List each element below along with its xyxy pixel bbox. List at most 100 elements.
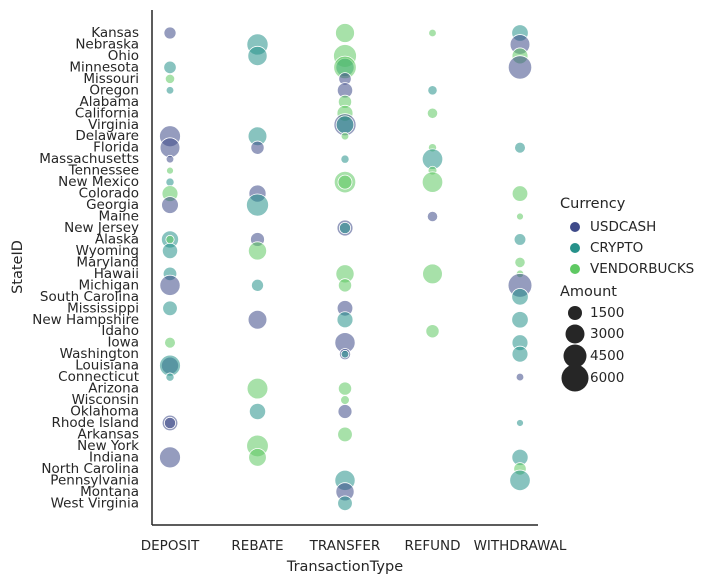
scatter-point bbox=[515, 372, 525, 382]
y-tick-label: Oklahoma bbox=[70, 404, 139, 420]
scatter-point bbox=[159, 137, 181, 158]
y-tick-label: New Hampshire bbox=[32, 312, 139, 328]
y-tick-label: Minnesota bbox=[69, 59, 139, 75]
legend-size-title: Amount bbox=[560, 284, 617, 300]
x-tick-labels: DEPOSIT REBATE TRANSFER REFUND WITHDRAWAL bbox=[141, 538, 567, 554]
y-tick-label: Nebraska bbox=[75, 36, 139, 52]
scatter-point bbox=[422, 263, 443, 285]
scatter-point bbox=[165, 177, 175, 187]
scatter-point bbox=[246, 377, 269, 400]
legend-size-label: 4500 bbox=[590, 348, 624, 364]
legend-size-swatch bbox=[561, 364, 589, 392]
scatter-point bbox=[336, 311, 354, 329]
scatter-point bbox=[166, 166, 174, 175]
legend-items: USDCASH CRYPTO VENDORBUCKS 1500 3000 4500 6000 bbox=[561, 219, 694, 392]
scatter-point bbox=[165, 86, 175, 95]
y-tick-label: Wisconsin bbox=[72, 392, 139, 408]
scatter-point bbox=[511, 311, 529, 329]
scatter-point bbox=[511, 345, 529, 363]
legend-label: VENDORBUCKS bbox=[590, 261, 694, 277]
scatter-point bbox=[337, 174, 353, 190]
y-tick-label: Montana bbox=[80, 484, 139, 500]
scatter-point bbox=[427, 85, 438, 96]
scatter-point bbox=[159, 274, 181, 296]
y-tick-label: Virginia bbox=[88, 117, 139, 133]
scatter-point bbox=[248, 448, 267, 467]
scatter-point bbox=[337, 495, 353, 512]
scatter-point bbox=[340, 395, 350, 405]
legend-label: CRYPTO bbox=[590, 240, 643, 256]
scatter-point bbox=[164, 73, 176, 84]
y-tick-label: Pennsylvania bbox=[50, 472, 139, 488]
legend-label: USDCASH bbox=[590, 219, 656, 235]
y-tick-label: Colorado bbox=[79, 186, 139, 202]
y-tick-label: Idaho bbox=[101, 323, 139, 339]
scatter-point bbox=[165, 154, 175, 164]
scatter-point bbox=[163, 416, 177, 430]
y-tick-label: New York bbox=[77, 438, 139, 454]
y-tick-label: Alaska bbox=[95, 231, 139, 247]
legend-size-label: 3000 bbox=[590, 326, 624, 342]
y-tick-label: West Virginia bbox=[51, 495, 139, 511]
scatter-point bbox=[250, 140, 265, 155]
scatter-point bbox=[247, 309, 268, 330]
scatter-point bbox=[507, 55, 533, 80]
y-tick-label: Kansas bbox=[91, 25, 139, 41]
legend-size-swatch bbox=[568, 306, 582, 320]
legend-size-swatch bbox=[563, 344, 587, 368]
scatter-point bbox=[421, 171, 444, 193]
scatter-point bbox=[161, 242, 179, 259]
scatter-point bbox=[159, 446, 181, 469]
y-tick-label: Wyoming bbox=[76, 243, 139, 259]
y-tick-label: Tennessee bbox=[68, 163, 139, 179]
y-tick-label: Hawaii bbox=[94, 266, 139, 282]
scatter-point bbox=[511, 185, 529, 202]
scatter-point bbox=[340, 131, 350, 141]
x-tick-label: TRANSFER bbox=[309, 538, 381, 554]
y-tick-label: Iowa bbox=[107, 335, 139, 351]
scatter-point bbox=[165, 372, 175, 382]
scatter-point bbox=[428, 28, 437, 38]
scatter-point bbox=[340, 154, 350, 164]
scatter-point bbox=[426, 210, 439, 223]
y-tick-label: Alabama bbox=[79, 94, 139, 110]
y-tick-label: Arkansas bbox=[77, 426, 139, 442]
points-layer bbox=[159, 23, 533, 512]
scatter-point bbox=[246, 193, 269, 217]
legend-swatch bbox=[570, 243, 580, 253]
y-tick-label: Rhode Island bbox=[51, 415, 139, 431]
scatter-point bbox=[340, 349, 350, 359]
scatter-point bbox=[513, 233, 527, 246]
y-tick-label: New Mexico bbox=[58, 174, 139, 190]
y-tick-label: Louisiana bbox=[75, 358, 139, 374]
scatter-point bbox=[514, 141, 526, 154]
y-tick-label: New Jersey bbox=[64, 220, 139, 236]
y-tick-label: Massachusetts bbox=[39, 151, 139, 167]
scatter-point bbox=[248, 402, 267, 421]
y-tick-label: Connecticut bbox=[58, 369, 139, 385]
scatter-point bbox=[162, 300, 178, 317]
scatter-point bbox=[337, 381, 353, 396]
x-axis-title: TransactionType bbox=[286, 559, 403, 575]
y-tick-label: Oregon bbox=[89, 82, 139, 98]
scatter-point bbox=[337, 426, 353, 443]
legend-swatch bbox=[570, 222, 580, 232]
scatter-point bbox=[247, 45, 268, 66]
y-tick-label: Arizona bbox=[88, 381, 139, 397]
legend-swatch bbox=[570, 264, 580, 274]
y-tick-label: Georgia bbox=[86, 197, 139, 213]
y-tick-label: Delaware bbox=[75, 128, 139, 144]
scatter-point bbox=[511, 288, 529, 306]
y-tick-label: Florida bbox=[93, 140, 139, 156]
scatter-point bbox=[426, 107, 439, 119]
y-tick-label: California bbox=[75, 105, 139, 121]
scatter-point bbox=[165, 234, 175, 245]
y-axis-title: StateID bbox=[10, 240, 26, 294]
scatter-point bbox=[516, 212, 524, 221]
scatter-point bbox=[337, 404, 353, 419]
x-tick-label: DEPOSIT bbox=[141, 538, 200, 554]
y-tick-label: Maine bbox=[98, 209, 139, 225]
scatter-point bbox=[163, 60, 177, 75]
legend-size-label: 6000 bbox=[590, 370, 624, 386]
y-tick-label: Missouri bbox=[83, 71, 139, 87]
